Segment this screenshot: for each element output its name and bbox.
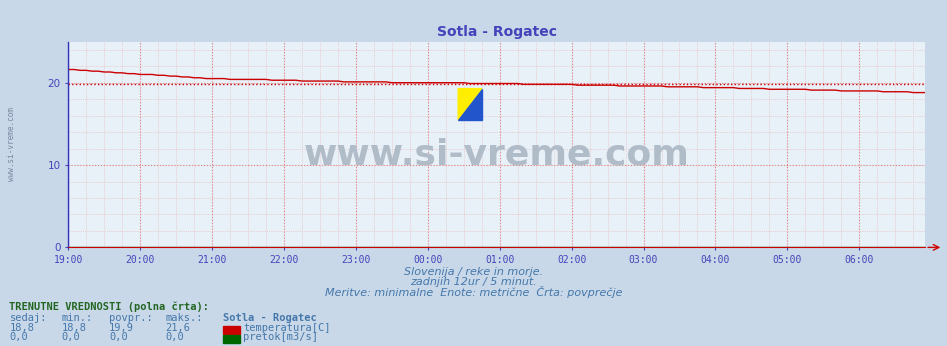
Text: sedaj:: sedaj: xyxy=(9,313,47,323)
Text: 0,0: 0,0 xyxy=(9,333,28,343)
Text: maks.:: maks.: xyxy=(166,313,204,323)
Text: min.:: min.: xyxy=(62,313,93,323)
Text: 18,8: 18,8 xyxy=(9,324,34,334)
Text: 19,9: 19,9 xyxy=(109,324,134,334)
Text: www.si-vreme.com: www.si-vreme.com xyxy=(304,138,689,172)
Text: pretok[m3/s]: pretok[m3/s] xyxy=(243,333,318,343)
Text: 0,0: 0,0 xyxy=(62,333,80,343)
Title: Sotla - Rogatec: Sotla - Rogatec xyxy=(437,25,557,39)
Text: TRENUTNE VREDNOSTI (polna črta):: TRENUTNE VREDNOSTI (polna črta): xyxy=(9,301,209,312)
Text: zadnjih 12ur / 5 minut.: zadnjih 12ur / 5 minut. xyxy=(410,277,537,288)
Text: 0,0: 0,0 xyxy=(166,333,185,343)
Text: 18,8: 18,8 xyxy=(62,324,86,334)
Text: 0,0: 0,0 xyxy=(109,333,128,343)
Text: www.si-vreme.com: www.si-vreme.com xyxy=(7,108,16,181)
Text: Sotla - Rogatec: Sotla - Rogatec xyxy=(223,313,316,323)
Text: 21,6: 21,6 xyxy=(166,324,190,334)
Text: povpr.:: povpr.: xyxy=(109,313,152,323)
Text: temperatura[C]: temperatura[C] xyxy=(243,324,331,334)
Text: Slovenija / reke in morje.: Slovenija / reke in morje. xyxy=(404,267,543,277)
Text: Meritve: minimalne  Enote: metrične  Črta: povprečje: Meritve: minimalne Enote: metrične Črta:… xyxy=(325,286,622,298)
